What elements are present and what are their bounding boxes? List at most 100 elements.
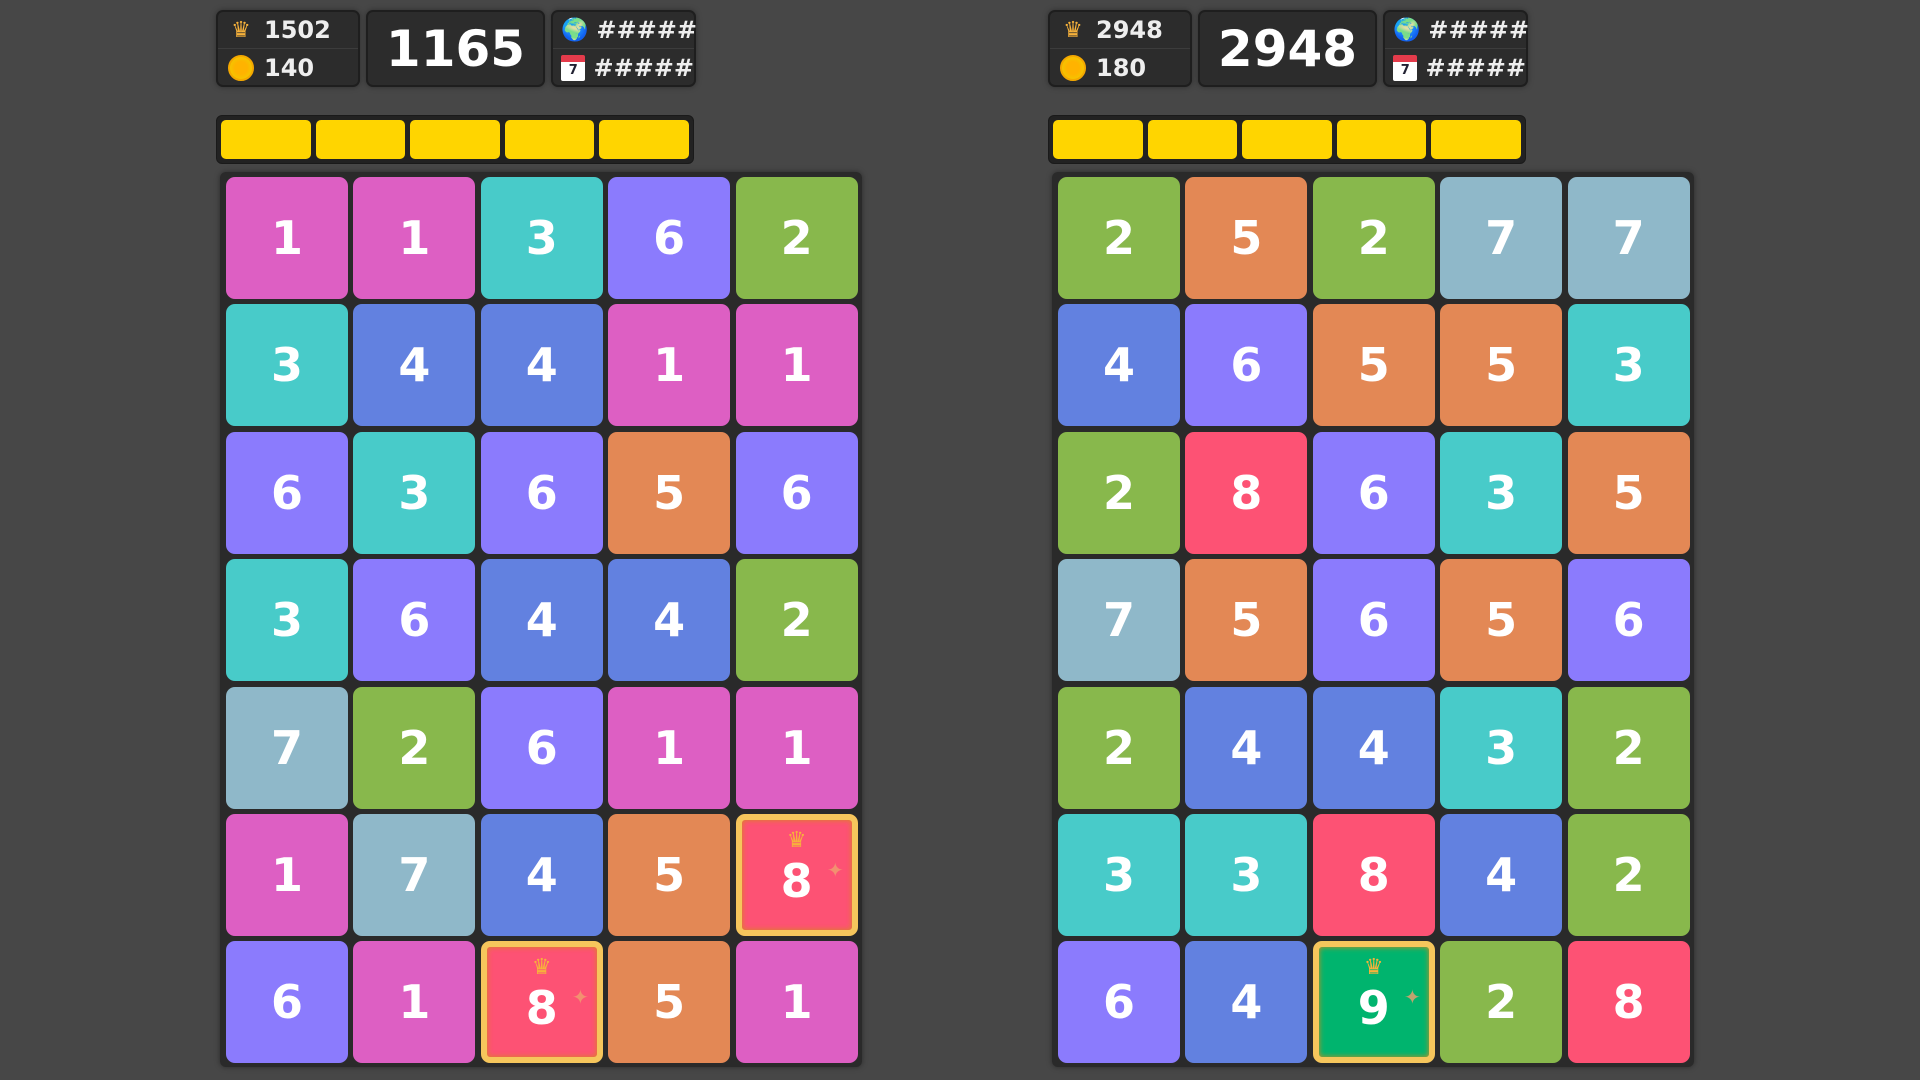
tile-value: 3 — [270, 593, 303, 648]
tile-value: 9 — [1357, 981, 1390, 1036]
tile[interactable]: 6 — [1567, 559, 1690, 682]
tile[interactable]: 5 — [608, 941, 731, 1064]
tile[interactable]: 2 — [1058, 431, 1180, 554]
tile[interactable]: 3 — [1185, 814, 1308, 936]
tile-value: 2 — [1612, 720, 1645, 775]
tile[interactable]: 5 — [1312, 304, 1435, 427]
world-rank: ##### — [596, 16, 697, 44]
tile[interactable]: 4 — [1185, 686, 1308, 809]
tile[interactable]: 7 — [1567, 177, 1690, 299]
tile[interactable]: 8 — [1185, 431, 1308, 554]
daily-rank: ##### — [1425, 53, 1526, 82]
tile[interactable]: ♛ ✦ 8 — [480, 941, 603, 1064]
tile[interactable]: 5 — [1185, 559, 1308, 682]
tile[interactable]: 5 — [608, 814, 731, 936]
tile[interactable]: 5 — [1567, 431, 1690, 554]
tile[interactable]: 2 — [1058, 177, 1180, 299]
tile[interactable]: 5 — [608, 431, 731, 554]
tile[interactable]: 3 — [1058, 814, 1180, 936]
tile-value: 1 — [398, 211, 431, 265]
tile[interactable]: 8 — [1312, 814, 1435, 936]
score-box: 2948 — [1198, 10, 1377, 87]
tile[interactable]: 4 — [1185, 941, 1308, 1064]
tile[interactable]: 1 — [735, 304, 858, 427]
tile[interactable]: 4 — [1312, 686, 1435, 809]
tile[interactable]: 6 — [480, 431, 603, 554]
tile[interactable]: 8 — [1567, 941, 1690, 1064]
calendar-icon: 7 — [561, 54, 586, 82]
tile[interactable]: 4 — [480, 559, 603, 682]
tile[interactable]: 3 — [1567, 304, 1690, 427]
tile[interactable]: 3 — [480, 177, 603, 299]
progress-segment — [221, 120, 311, 159]
tile[interactable]: 1 — [608, 686, 731, 809]
tile[interactable]: 6 — [1312, 559, 1435, 682]
tile-value: 3 — [1485, 465, 1518, 520]
rank-box: 🌍 ##### 7 ##### — [1383, 10, 1529, 87]
tile[interactable]: 1 — [735, 686, 858, 809]
tile[interactable]: 2 — [1312, 177, 1435, 299]
tile[interactable]: 4 — [353, 304, 476, 427]
tile-value: 6 — [1230, 338, 1263, 393]
tile[interactable]: 3 — [226, 559, 348, 682]
tile[interactable]: 1 — [608, 304, 731, 427]
tile[interactable]: 7 — [1058, 559, 1180, 682]
calendar-icon: 7 — [1393, 54, 1418, 82]
tile[interactable]: 1 — [353, 941, 476, 1064]
tile-value: 4 — [1485, 848, 1518, 902]
tile[interactable]: 4 — [608, 559, 731, 682]
tile[interactable]: 2 — [353, 686, 476, 809]
tile[interactable]: 7 — [1440, 177, 1563, 299]
progress-segment — [1053, 120, 1143, 159]
tile[interactable]: 2 — [1567, 814, 1690, 936]
tile[interactable]: ♛ ✦ 9 — [1312, 941, 1435, 1064]
crown-icon: ♛ — [1063, 17, 1083, 43]
tile[interactable]: 6 — [1058, 941, 1180, 1064]
tile[interactable]: 4 — [1058, 304, 1180, 427]
tile[interactable]: 6 — [1312, 431, 1435, 554]
tile-value: 7 — [1485, 211, 1518, 265]
tile[interactable]: 6 — [608, 177, 731, 299]
tile[interactable]: 2 — [1058, 686, 1180, 809]
tile[interactable]: 6 — [226, 431, 348, 554]
tile[interactable]: 5 — [1440, 304, 1563, 427]
tile[interactable]: 6 — [1185, 304, 1308, 427]
tile-value: 2 — [1102, 720, 1135, 775]
tile-value: 7 — [1102, 593, 1135, 648]
tile[interactable]: 3 — [353, 431, 476, 554]
tile[interactable]: 3 — [226, 304, 348, 427]
tile[interactable]: 1 — [353, 177, 476, 299]
tile[interactable]: 6 — [353, 559, 476, 682]
tile[interactable]: 5 — [1185, 177, 1308, 299]
tile-value: 6 — [398, 593, 431, 648]
tile[interactable]: 7 — [226, 686, 348, 809]
tile-value: 3 — [270, 338, 303, 393]
tile[interactable]: 1 — [226, 814, 348, 936]
tile[interactable]: 2 — [735, 177, 858, 299]
tile[interactable]: 4 — [480, 814, 603, 936]
tile-value: 6 — [270, 465, 303, 520]
tile-value: 1 — [270, 848, 303, 902]
tile[interactable]: 6 — [226, 941, 348, 1064]
tile[interactable]: 6 — [480, 686, 603, 809]
tile[interactable]: 3 — [1440, 686, 1563, 809]
tile[interactable]: 2 — [735, 559, 858, 682]
tile[interactable]: 4 — [480, 304, 603, 427]
tile-value: 5 — [1612, 465, 1645, 520]
crown-icon: ♛ — [231, 17, 251, 43]
tile[interactable]: 2 — [1440, 941, 1563, 1064]
progress-segment — [410, 120, 500, 159]
tile[interactable]: 3 — [1440, 431, 1563, 554]
tile[interactable]: 6 — [735, 431, 858, 554]
tile[interactable]: 7 — [353, 814, 476, 936]
tile[interactable]: 5 — [1440, 559, 1563, 682]
tile[interactable]: 4 — [1440, 814, 1563, 936]
tile-value: 8 — [1357, 848, 1390, 902]
tile[interactable]: ♛ ✦ 8 — [735, 814, 858, 936]
tile[interactable]: 2 — [1567, 686, 1690, 809]
tile[interactable]: 1 — [735, 941, 858, 1064]
tile[interactable]: 1 — [226, 177, 348, 299]
progress-bar — [1048, 115, 1526, 164]
